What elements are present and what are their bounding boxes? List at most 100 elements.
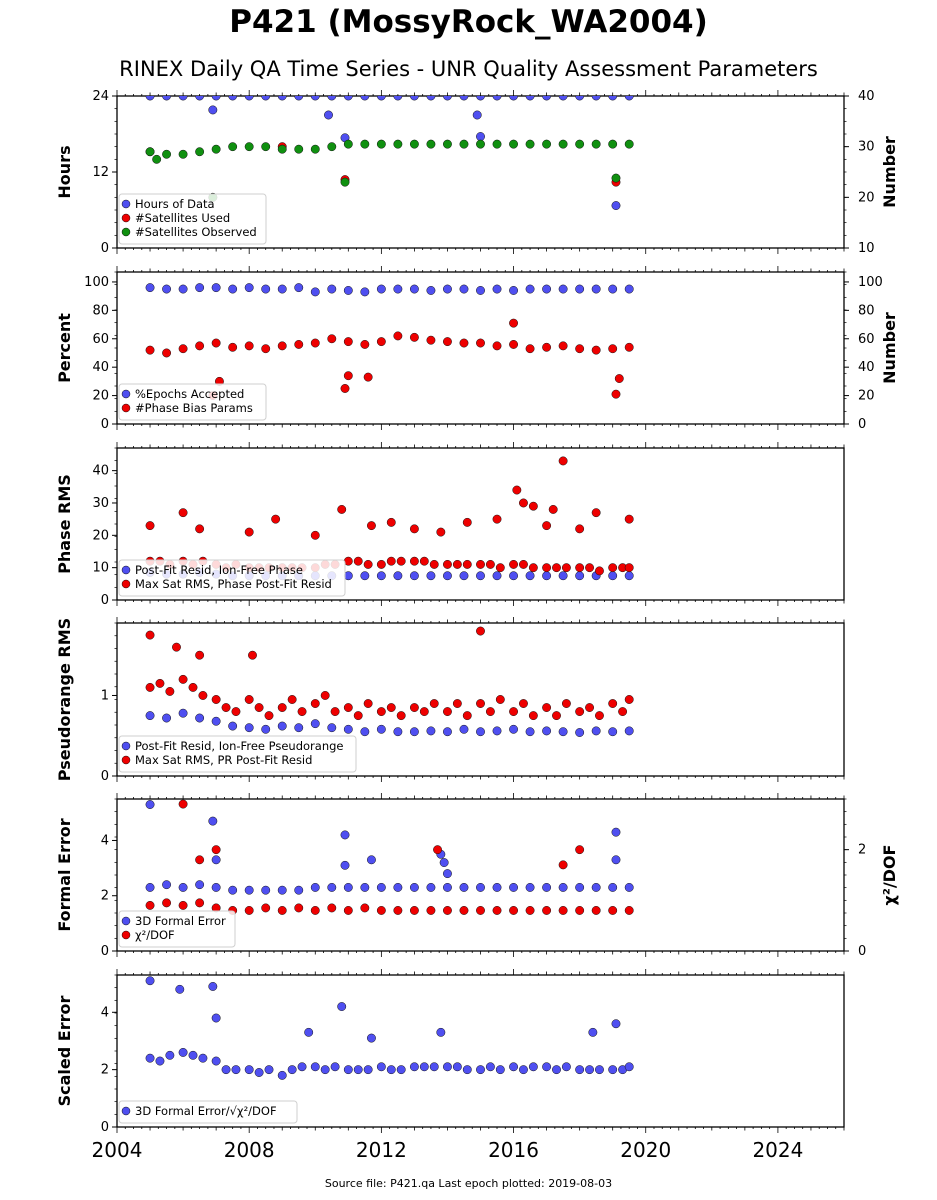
data-point (509, 707, 518, 717)
y-right-tick-label: 80 (858, 303, 875, 318)
data-point (509, 1062, 518, 1072)
data-point (492, 139, 502, 149)
data-point (343, 703, 353, 713)
y-tick-label: 80 (92, 303, 109, 318)
legend-marker (121, 199, 131, 209)
data-point (585, 1065, 594, 1075)
x-tick-label: 2024 (752, 1138, 803, 1162)
y-right-tick-label: 10 (858, 241, 875, 256)
legend: Post-Fit Resid, Ion-Free PseudorangeMax … (118, 735, 357, 773)
data-point (145, 96, 155, 101)
data-point (528, 501, 538, 511)
data-point (367, 855, 376, 865)
data-point (228, 721, 238, 731)
data-points (145, 799, 634, 915)
y-tick-label: 20 (92, 389, 109, 404)
data-point (509, 286, 518, 295)
data-point (611, 201, 621, 211)
data-point (575, 845, 585, 855)
legend-marker (121, 755, 131, 765)
data-point (614, 374, 624, 383)
data-point (436, 527, 446, 537)
data-point (304, 1027, 314, 1037)
data-point (443, 284, 452, 294)
data-point (462, 711, 472, 721)
data-point (575, 728, 585, 737)
data-point (509, 96, 518, 101)
data-point (320, 1065, 330, 1075)
data-point (476, 906, 485, 915)
data-point (476, 727, 485, 737)
data-point (624, 571, 634, 581)
data-point (386, 703, 396, 713)
data-point (162, 713, 172, 723)
data-point (294, 339, 304, 349)
data-point (145, 521, 155, 531)
data-point (591, 139, 601, 149)
data-point (228, 96, 238, 101)
data-point (624, 695, 634, 704)
data-point (426, 335, 436, 345)
data-point (558, 96, 568, 101)
data-point (585, 703, 594, 713)
data-point (327, 334, 337, 344)
data-point (608, 96, 618, 101)
data-point (264, 711, 274, 721)
data-point (459, 724, 469, 734)
data-point (548, 504, 558, 514)
data-point (591, 96, 601, 101)
data-point (294, 723, 304, 733)
data-point (376, 1062, 386, 1072)
data-point (294, 903, 304, 913)
data-point (195, 880, 205, 890)
source-footer: Source file: P421.qa Last epoch plotted:… (324, 1177, 613, 1190)
data-point (558, 139, 568, 149)
data-points (145, 976, 634, 1080)
legend-box (118, 735, 357, 773)
data-point (575, 882, 585, 892)
data-point (360, 882, 370, 892)
legend-label: Max Sat RMS, Phase Post-Fit Resid (135, 577, 332, 591)
data-point (310, 1062, 320, 1072)
data-point (386, 1065, 396, 1075)
data-point (525, 284, 535, 294)
data-point (558, 727, 568, 737)
data-point (261, 142, 271, 152)
data-point (261, 96, 271, 101)
data-point (376, 882, 386, 892)
data-point (376, 559, 386, 569)
legend-label: #Phase Bias Params (135, 401, 253, 415)
data-point (376, 571, 386, 581)
data-point (195, 147, 205, 157)
data-point (419, 1062, 429, 1072)
data-point (195, 341, 205, 351)
data-point (145, 283, 155, 293)
data-point (462, 559, 472, 569)
data-point (360, 96, 370, 101)
data-point (426, 882, 436, 892)
data-point (476, 96, 485, 101)
data-point (188, 1050, 198, 1060)
x-tick-label: 2012 (356, 1138, 407, 1162)
data-point (433, 845, 442, 855)
data-point (492, 284, 502, 294)
data-point (294, 96, 304, 101)
chart-title: P421 (MossyRock_WA2004) (229, 4, 708, 40)
data-point (244, 96, 254, 101)
data-point (294, 885, 304, 895)
x-tick-label: 2004 (92, 1138, 143, 1162)
data-point (419, 707, 429, 717)
data-point (542, 284, 552, 294)
y-axis-label: Formal Error (55, 818, 74, 931)
data-point (277, 341, 287, 351)
data-point (575, 1065, 585, 1075)
data-point (396, 1065, 406, 1075)
legend-marker (121, 1106, 131, 1116)
data-point (509, 559, 518, 569)
data-point (409, 556, 419, 566)
legend-box (118, 559, 346, 597)
data-point (294, 283, 304, 293)
data-point (376, 96, 386, 101)
data-point (277, 885, 287, 895)
